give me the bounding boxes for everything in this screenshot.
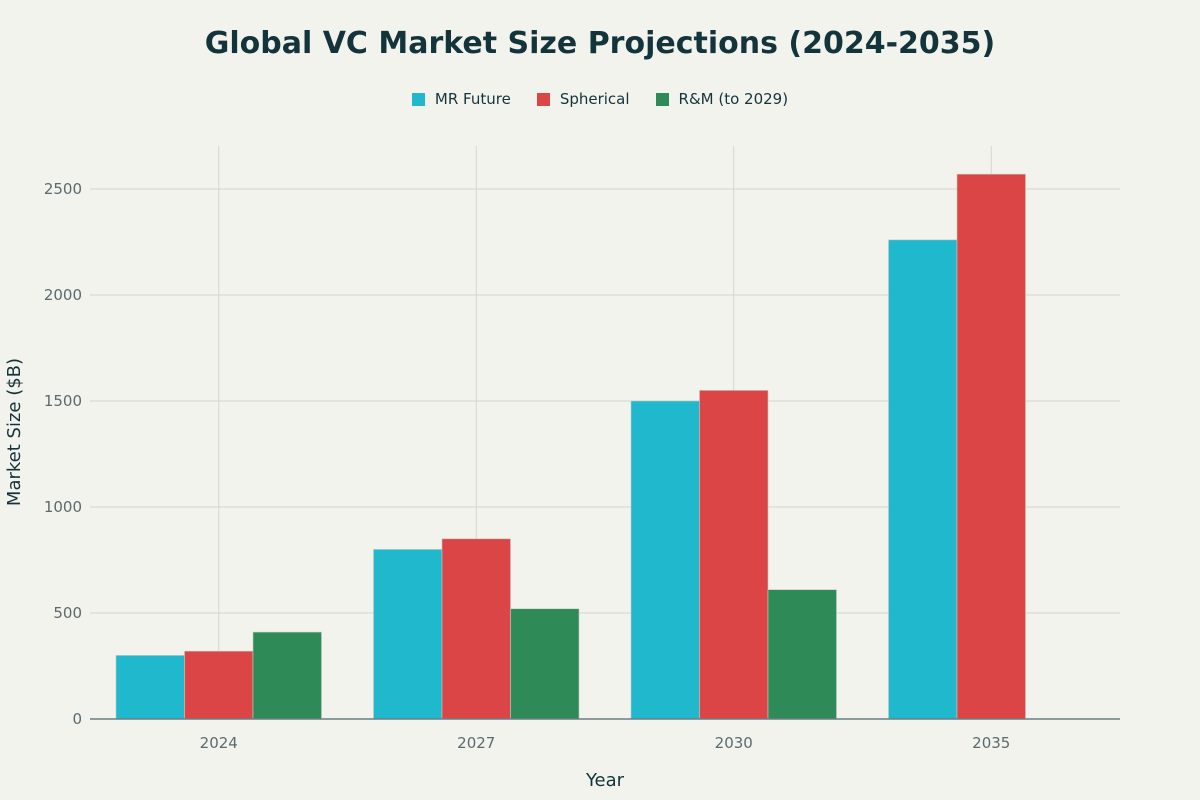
- x-tick-label: 2030: [715, 734, 753, 752]
- x-axis-label: Year: [585, 770, 625, 791]
- y-tick-label: 1500: [44, 392, 82, 410]
- y-tick-label: 2000: [44, 286, 82, 304]
- y-tick-label: 0: [72, 710, 82, 728]
- legend: MR Future Spherical R&M (to 2029): [0, 90, 1200, 108]
- bar-r-m-to-2029--2024: [252, 631, 322, 720]
- legend-label: R&M (to 2029): [678, 90, 789, 108]
- bar-spherical-2035: [956, 173, 1026, 720]
- bar-mr-future-2024: [115, 655, 185, 720]
- legend-label: MR Future: [434, 90, 511, 108]
- bar-mr-future-2030: [630, 400, 700, 720]
- x-tick-label: 2035: [972, 734, 1010, 752]
- bar-r-m-to-2029--2027: [510, 608, 580, 720]
- y-axis-label: Market Size ($B): [4, 358, 25, 506]
- bar-spherical-2027: [441, 538, 511, 720]
- bar-r-m-to-2029--2030: [767, 589, 837, 720]
- legend-label: Spherical: [559, 90, 630, 108]
- chart-title: Global VC Market Size Projections (2024-…: [204, 26, 996, 61]
- bar-spherical-2030: [699, 390, 769, 720]
- legend-swatch: [536, 92, 550, 106]
- x-tick-label: 2024: [200, 734, 238, 752]
- bar-mr-future-2027: [373, 549, 443, 720]
- x-tick-label: 2027: [457, 734, 495, 752]
- legend-item-mr-future[interactable]: MR Future: [411, 90, 511, 108]
- legend-swatch: [655, 92, 669, 106]
- y-tick-label: 1000: [44, 498, 82, 516]
- bar-mr-future-2035: [888, 239, 958, 720]
- legend-swatch: [411, 92, 425, 106]
- legend-item-rm[interactable]: R&M (to 2029): [655, 90, 789, 108]
- legend-item-spherical[interactable]: Spherical: [536, 90, 630, 108]
- bar-spherical-2024: [184, 650, 254, 720]
- y-tick-label: 500: [53, 604, 82, 622]
- y-tick-label: 2500: [44, 180, 82, 198]
